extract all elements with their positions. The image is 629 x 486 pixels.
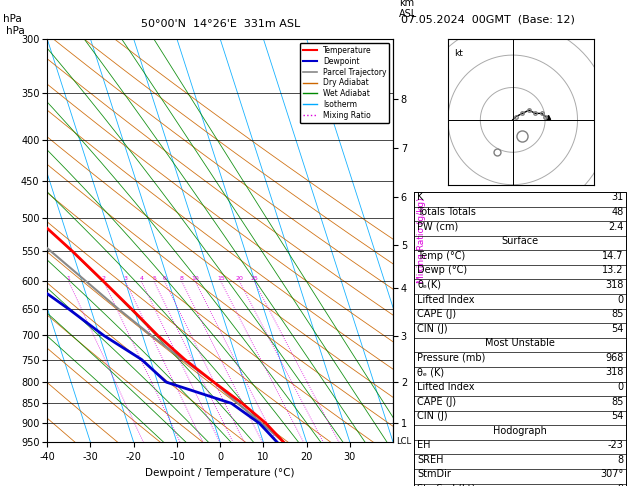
Text: Lifted Index: Lifted Index <box>417 382 474 392</box>
Text: 54: 54 <box>611 324 623 334</box>
Text: 8: 8 <box>617 455 623 465</box>
Text: Dewp (°C): Dewp (°C) <box>417 265 467 276</box>
Text: 85: 85 <box>611 309 623 319</box>
Text: PW (cm): PW (cm) <box>417 222 459 232</box>
Text: SREH: SREH <box>417 455 443 465</box>
Text: 6: 6 <box>163 277 167 281</box>
Text: 5: 5 <box>152 277 156 281</box>
Text: 20: 20 <box>236 277 243 281</box>
Text: 1: 1 <box>67 277 70 281</box>
Text: 2.4: 2.4 <box>608 222 623 232</box>
Text: 31: 31 <box>611 192 623 203</box>
Text: θₑ(K): θₑ(K) <box>417 280 441 290</box>
Text: CIN (J): CIN (J) <box>417 324 448 334</box>
Text: Lifted Index: Lifted Index <box>417 295 474 305</box>
Text: 0: 0 <box>617 295 623 305</box>
Text: kt: kt <box>454 49 464 58</box>
Text: -23: -23 <box>608 440 623 451</box>
Text: 07.05.2024  00GMT  (Base: 12): 07.05.2024 00GMT (Base: 12) <box>401 15 575 25</box>
Text: 9: 9 <box>617 484 623 486</box>
Text: 14.7: 14.7 <box>602 251 623 261</box>
Text: Surface: Surface <box>501 236 538 246</box>
Text: Totals Totals: Totals Totals <box>417 207 476 217</box>
Text: 25: 25 <box>250 277 259 281</box>
Text: K: K <box>417 192 423 203</box>
Text: StmDir: StmDir <box>417 469 451 480</box>
Text: 968: 968 <box>605 353 623 363</box>
Text: 307°: 307° <box>600 469 623 480</box>
Text: 8: 8 <box>180 277 184 281</box>
Text: 318: 318 <box>605 367 623 378</box>
Text: 48: 48 <box>611 207 623 217</box>
Text: 318: 318 <box>605 280 623 290</box>
Text: 4: 4 <box>140 277 143 281</box>
Text: Hodograph: Hodograph <box>493 426 547 436</box>
Text: 3: 3 <box>123 277 128 281</box>
Text: 2: 2 <box>102 277 106 281</box>
Text: 13.2: 13.2 <box>602 265 623 276</box>
Text: EH: EH <box>417 440 430 451</box>
Text: 50°00'N  14°26'E  331m ASL: 50°00'N 14°26'E 331m ASL <box>140 19 300 29</box>
Text: hPa: hPa <box>3 14 22 24</box>
Legend: Temperature, Dewpoint, Parcel Trajectory, Dry Adiabat, Wet Adiabat, Isotherm, Mi: Temperature, Dewpoint, Parcel Trajectory… <box>300 43 389 123</box>
X-axis label: Dewpoint / Temperature (°C): Dewpoint / Temperature (°C) <box>145 468 295 478</box>
Text: 10: 10 <box>191 277 199 281</box>
Text: LCL: LCL <box>396 437 411 446</box>
Text: 54: 54 <box>611 411 623 421</box>
Text: Most Unstable: Most Unstable <box>485 338 555 348</box>
Text: 0: 0 <box>617 382 623 392</box>
Text: θₑ (K): θₑ (K) <box>417 367 444 378</box>
Text: Pressure (mb): Pressure (mb) <box>417 353 486 363</box>
Text: CIN (J): CIN (J) <box>417 411 448 421</box>
Text: StmSpd (kt): StmSpd (kt) <box>417 484 476 486</box>
Text: km
ASL: km ASL <box>399 0 418 19</box>
Text: Mixing Ratio (g/kg): Mixing Ratio (g/kg) <box>417 198 426 283</box>
Text: 85: 85 <box>611 397 623 407</box>
Text: hPa: hPa <box>6 26 25 36</box>
Text: CAPE (J): CAPE (J) <box>417 397 456 407</box>
Text: CAPE (J): CAPE (J) <box>417 309 456 319</box>
Text: 15: 15 <box>217 277 225 281</box>
Text: Temp (°C): Temp (°C) <box>417 251 465 261</box>
